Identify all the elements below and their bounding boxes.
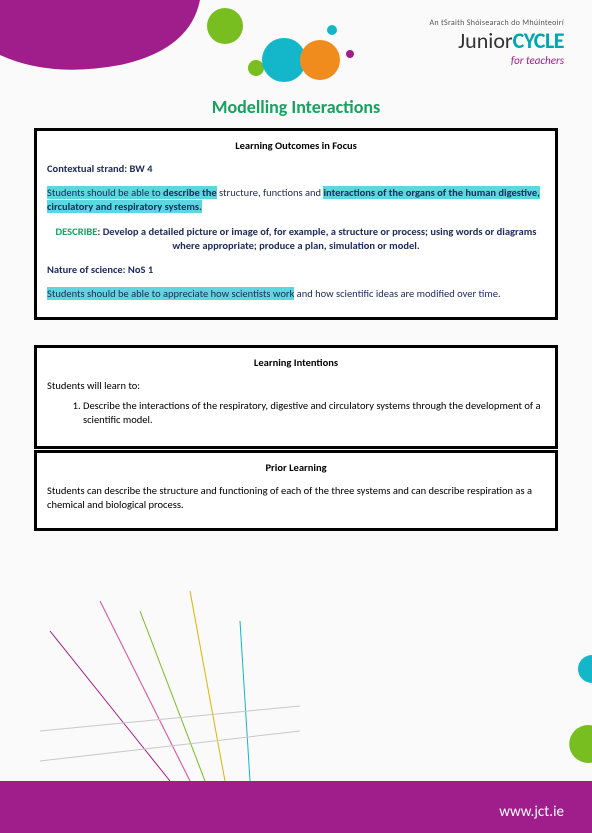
footer-url: www.jct.ie [499, 803, 564, 821]
side-dot-cyan [578, 655, 592, 683]
describe-label: DESCRIBE [56, 225, 98, 238]
footer-bar: www.jct.ie [0, 781, 592, 833]
brand-part2: CYCLE [513, 27, 564, 54]
outcome2-hl: Students should be able to appreciate ho… [47, 287, 294, 300]
outcome-line-1: Students should be able to describe the … [47, 186, 545, 214]
brand-part1: Junior [458, 27, 512, 54]
prior-text: Students can describe the structure and … [47, 484, 545, 512]
intentions-lead: Students will learn to: [47, 379, 545, 393]
decorative-lines [40, 591, 300, 781]
prior-heading: Prior Learning [47, 461, 545, 474]
outcome-line-2: Students should be able to appreciate ho… [47, 287, 545, 301]
intentions-list: Describe the interactions of the respira… [83, 399, 545, 427]
brand-logo: JuniorCYCLE [429, 30, 564, 52]
header-branding: An tSraith Shóisearach do Mhúinteoirí Ju… [429, 18, 564, 67]
learning-intentions-box: Learning Intentions Students will learn … [34, 345, 558, 449]
outcome1-mid: structure, functions and [217, 186, 324, 199]
side-dot-green [569, 725, 592, 763]
page-title: Modelling Interactions [0, 96, 592, 118]
outcomes-heading: Learning Outcomes in Focus [47, 139, 545, 152]
outcome1-hl-b: describe the [163, 186, 217, 199]
describe-text: : Develop a detailed picture or image of… [97, 225, 536, 252]
intentions-heading: Learning Intentions [47, 356, 545, 369]
prior-learning-box: Prior Learning Students can describe the… [34, 450, 558, 531]
learning-outcomes-box: Learning Outcomes in Focus Contextual st… [34, 128, 558, 320]
nos-label: Nature of science: NoS 1 [47, 263, 545, 277]
describe-definition: DESCRIBE: Develop a detailed picture or … [47, 225, 545, 253]
intention-item-1: Describe the interactions of the respira… [83, 399, 545, 427]
outcome2-tail: and how scientific ideas are modified ov… [294, 287, 500, 300]
header-dots [0, 0, 380, 90]
outcome1-hl-a: Students should be able to [47, 186, 163, 199]
brand-subtitle: for teachers [429, 54, 564, 67]
strand-label: Contextual strand: BW 4 [47, 162, 545, 176]
